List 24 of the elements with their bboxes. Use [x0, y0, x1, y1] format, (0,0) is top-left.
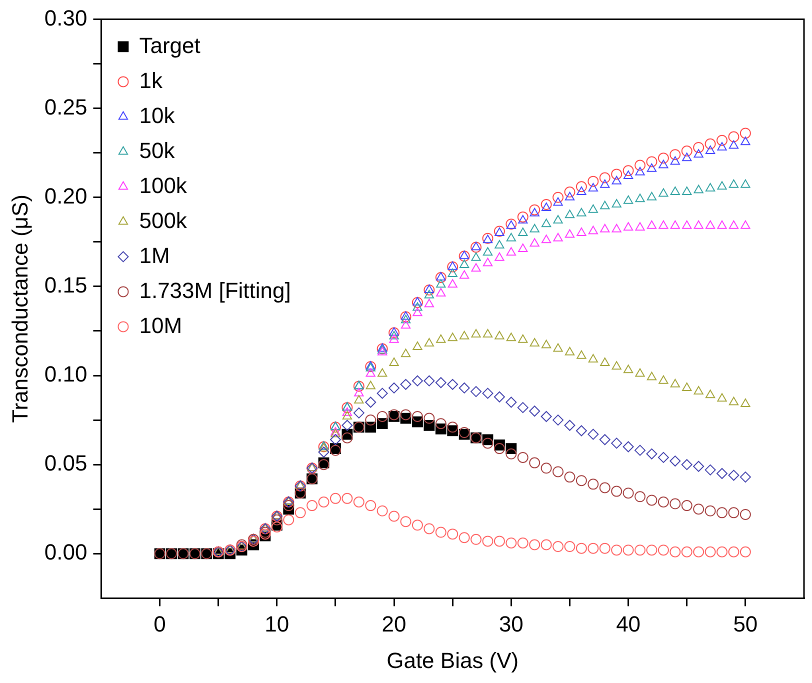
legend-label: 10M [139, 312, 182, 338]
legend-label: 1k [139, 68, 164, 93]
legend-label: 1.733M [Fitting] [139, 278, 291, 303]
y-tick-label: 0.30 [44, 5, 88, 30]
y-tick-label: 0.15 [44, 272, 88, 298]
y-tick-label: 0.10 [44, 362, 88, 387]
y-axis-title: Transconductance (μS) [7, 194, 32, 423]
y-tick-label: 0.20 [44, 183, 88, 208]
legend-label: 50k [139, 138, 176, 163]
legend-label: 1M [139, 242, 170, 268]
legend-label: 500k [139, 208, 188, 233]
legend-label: 100k [139, 172, 188, 198]
y-tick-label: 0.00 [44, 540, 88, 565]
y-tick-label: 0.25 [44, 94, 88, 120]
x-tick-label: 0 [154, 611, 166, 636]
legend-label: 10k [139, 102, 176, 128]
x-tick-label: 40 [616, 611, 641, 636]
legend-label: Target [139, 32, 200, 58]
x-tick-label: 50 [733, 611, 758, 636]
x-tick-label: 20 [382, 611, 406, 636]
x-tick-label: 10 [264, 611, 290, 636]
y-tick-label: 0.05 [44, 450, 88, 476]
x-tick-label: 30 [498, 611, 524, 636]
x-axis-title: Gate Bias (V) [386, 648, 519, 673]
